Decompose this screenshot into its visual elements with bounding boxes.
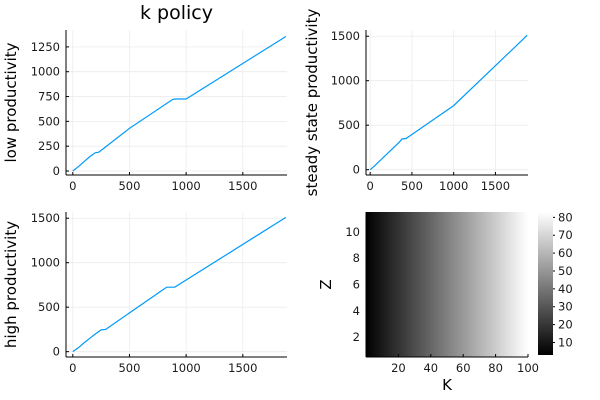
y-tick-label: 0 [53,164,60,178]
colorbar: 10 20 30 40 50 60 70 80 [538,210,573,355]
panel-4: 20 40 60 80 100 2 4 6 8 10 K Z 10 20 30 40 50 60 70 80 [317,210,573,394]
y-tick-label: 8 [353,251,360,265]
y-tick-label: 1250 [31,40,60,54]
y-tick-label: 4 [353,304,360,318]
x-tick-label: 1500 [481,179,510,193]
series-line [72,35,287,172]
x-tick-label: 1500 [228,361,257,375]
y-tick-label: 0 [353,163,360,177]
colorbar-ramp [538,212,553,355]
y-tick-label: 6 [353,278,360,292]
x-tick-label: 80 [488,361,503,375]
colorbar-tick-label: 80 [558,210,573,224]
panel-3: 0 500 1000 1500 0 500 1000 1500 high productivit… [2,211,287,375]
y-tick-label: 1000 [331,74,360,88]
x-axis-label: K [442,376,453,394]
heatmap-cells [366,212,528,357]
chart-title: k policy [140,2,213,24]
x-tick-label: 1500 [228,179,257,193]
colorbar-tick-label: 40 [558,282,573,296]
x-tick-label: 500 [118,179,140,193]
y-tick-label: 10 [345,225,360,239]
colorbar-tick-label: 20 [558,318,573,332]
x-tick-label: 20 [391,361,406,375]
colorbar-tick-label: 50 [558,264,573,278]
y-tick-label: 1000 [31,256,60,270]
y-axis-label: high productivity [2,221,20,348]
y-axis-label: low productivity [2,42,20,162]
x-tick-label: 0 [367,179,374,193]
y-tick-label: 2 [353,330,360,344]
series-line [72,216,287,353]
colorbar-tick-label: 10 [558,335,573,349]
series-line [369,34,528,171]
x-tick-label: 0 [69,179,76,193]
x-tick-label: 500 [401,179,423,193]
y-tick-label: 500 [38,300,60,314]
colorbar-tick-label: 70 [558,228,573,242]
x-tick-label: 60 [456,361,471,375]
y-tick-label: 500 [338,118,360,132]
y-tick-label: 0 [53,345,60,359]
y-tick-label: 1500 [331,29,360,43]
y-tick-label: 500 [38,114,60,128]
x-tick-label: 0 [69,361,76,375]
x-tick-label: 40 [423,361,438,375]
y-axis-label: steady state productivity [303,9,321,197]
panel-1: 0 500 1000 1500 0 250 500 750 1000 1250 low produc… [2,2,287,193]
colorbar-tick-label: 30 [558,300,573,314]
x-tick-label: 100 [517,361,539,375]
colorbar-tick-label: 60 [558,246,573,260]
x-tick-label: 1000 [171,179,200,193]
y-tick-label: 250 [38,139,60,153]
panel-2: 0 500 1000 1500 0 500 1000 1500 steady state pro… [303,9,528,197]
x-tick-label: 1000 [171,361,200,375]
y-tick-label: 1000 [31,65,60,79]
x-tick-label: 500 [118,361,140,375]
x-tick-label: 1000 [439,179,468,193]
y-tick-label: 750 [38,90,60,104]
y-tick-label: 1500 [31,211,60,225]
y-axis-label: Z [317,279,335,289]
